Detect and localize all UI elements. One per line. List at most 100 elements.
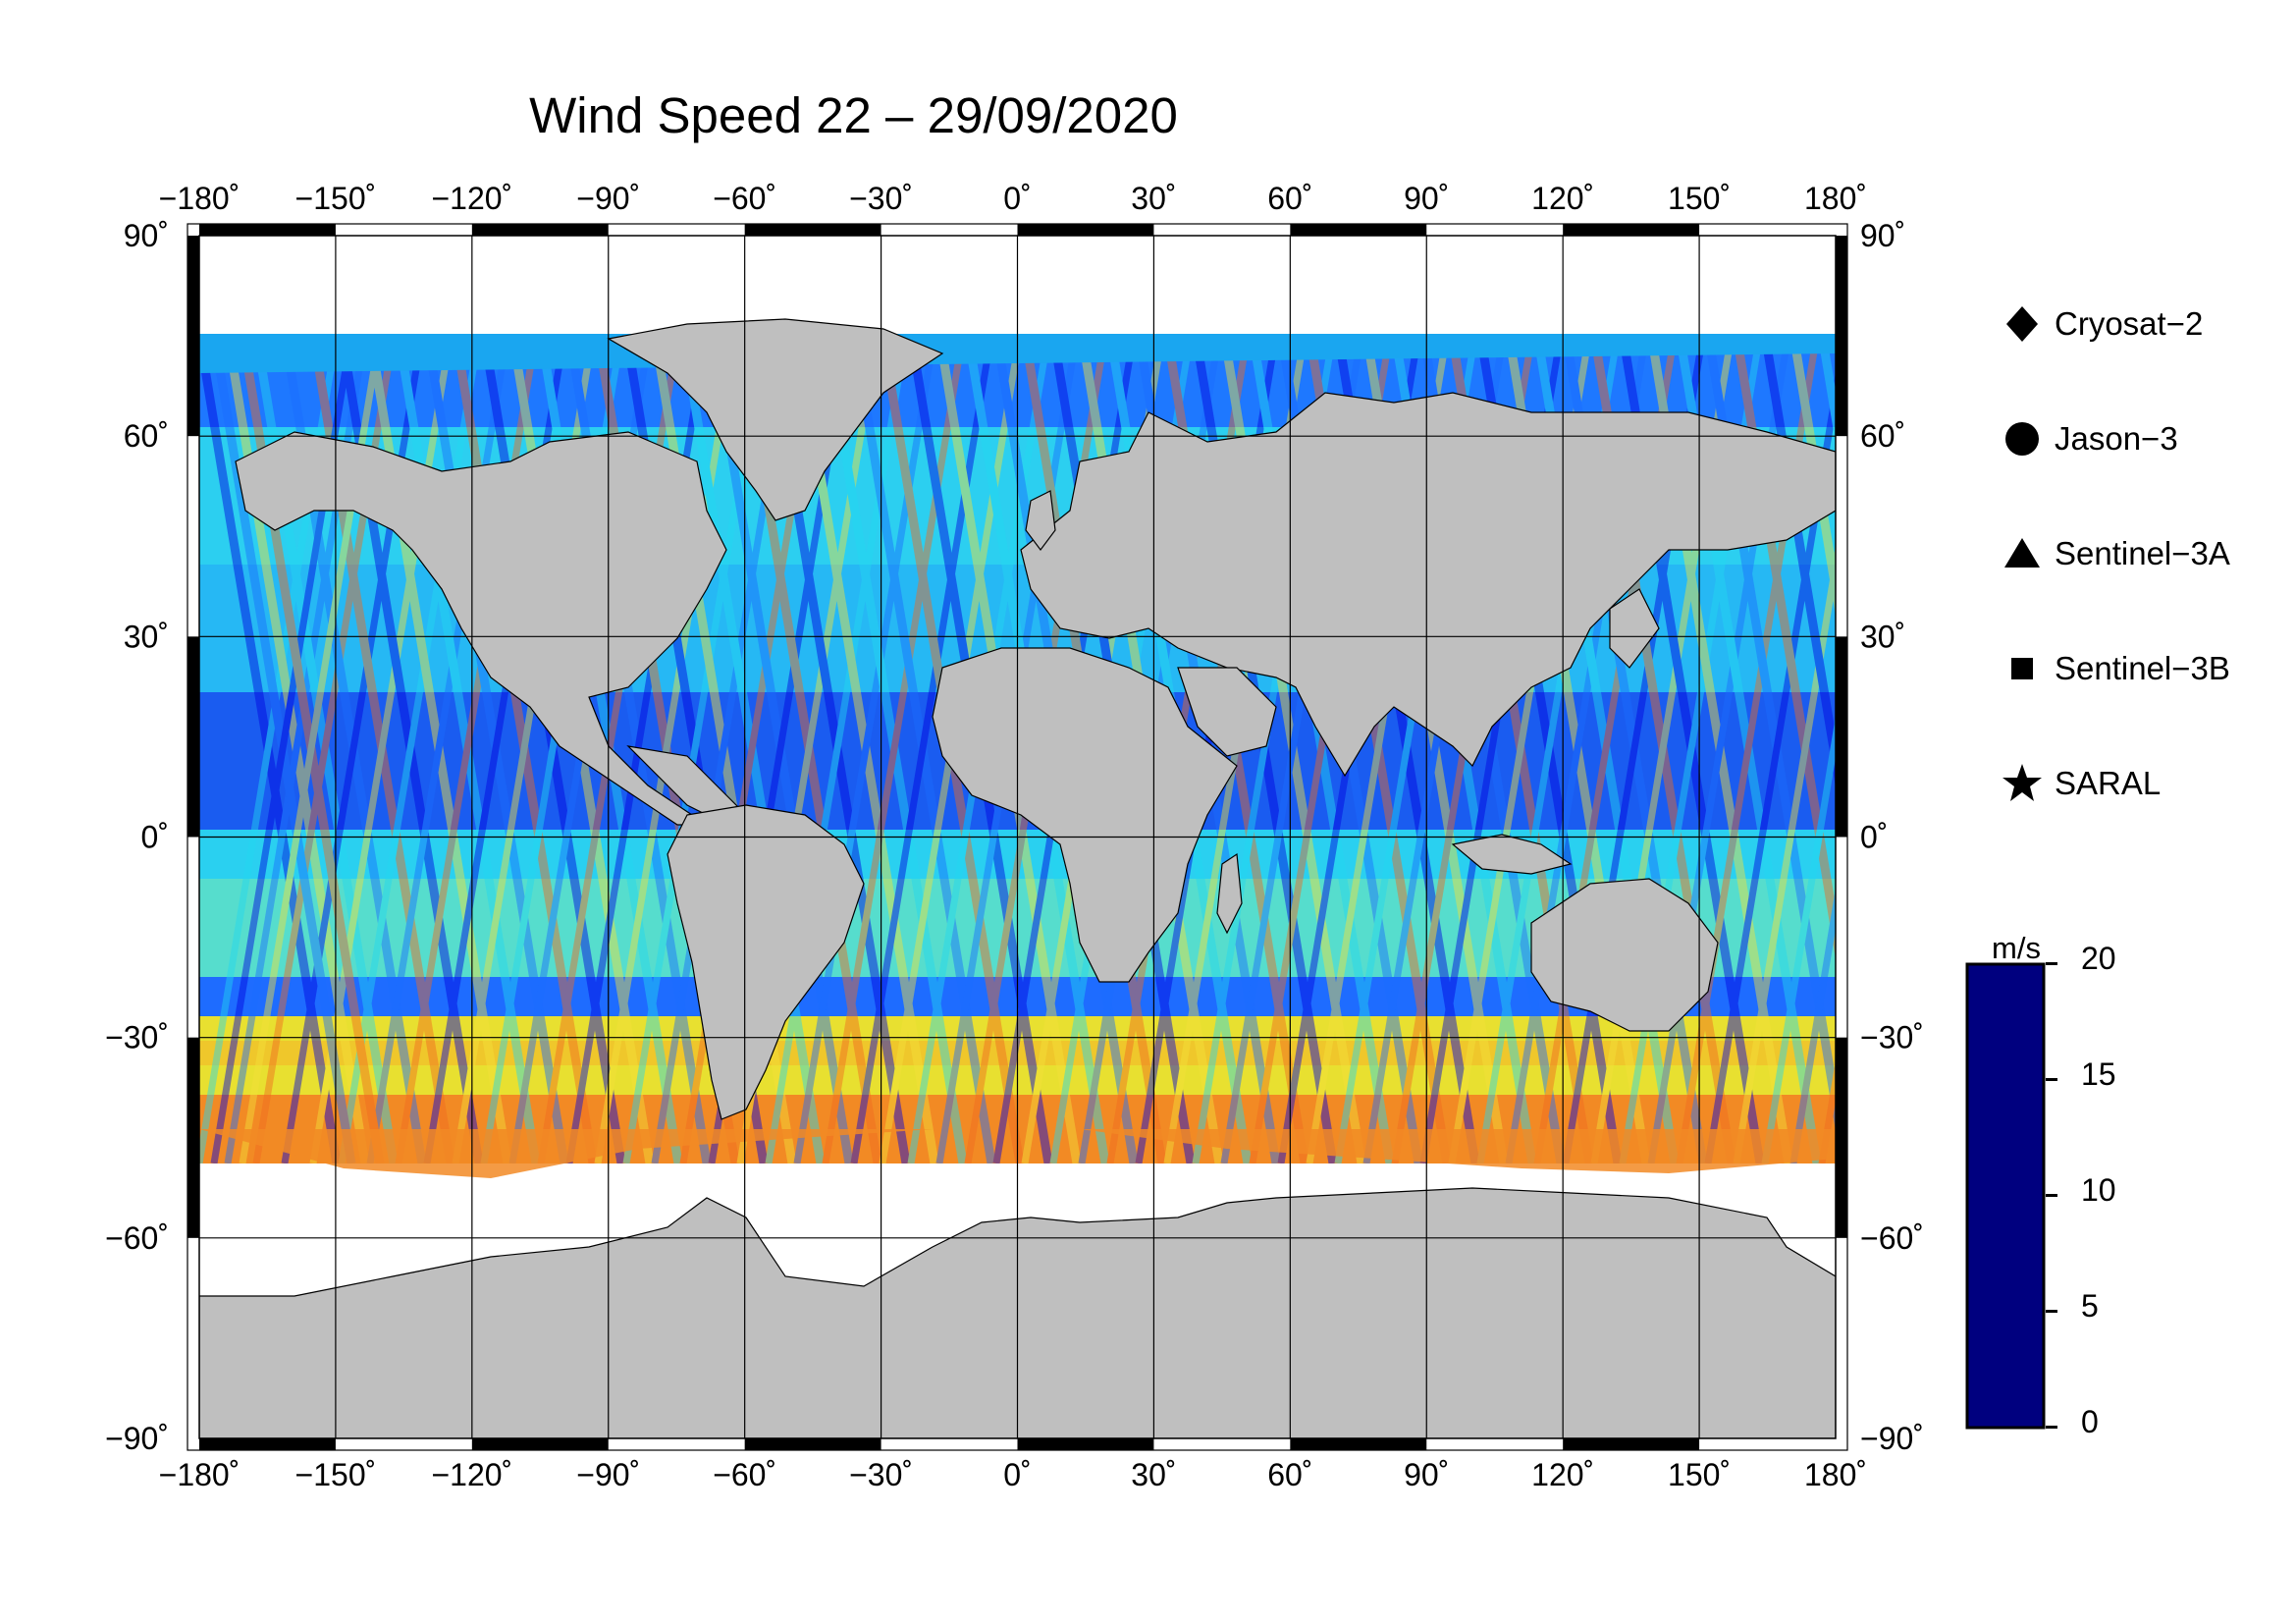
lat-tick-label-left: 60˚ — [124, 418, 169, 454]
lon-tick-label-bottom: 90˚ — [1404, 1457, 1449, 1492]
ground-track — [765, 333, 910, 1164]
lat-tick-label-right: 30˚ — [1860, 619, 1905, 654]
ground-track — [849, 333, 996, 1164]
lat-tick-label-right: −30˚ — [1860, 1020, 1924, 1055]
colorbar-tick-mark — [2046, 1078, 2057, 1081]
lat-tick-label-left: 90˚ — [124, 218, 169, 253]
lat-tick-label-left: −60˚ — [105, 1220, 169, 1256]
southeast-asia-islands — [1451, 834, 1573, 875]
map-title: Wind Speed 22 – 29/09/2020 — [0, 86, 2296, 144]
colorbar-tick-label: 15 — [2081, 1056, 2116, 1092]
lon-tick-label-bottom: 150˚ — [1668, 1457, 1731, 1492]
ground-track — [1761, 716, 1836, 1164]
lat-tick-label-right: 60˚ — [1860, 418, 1905, 454]
lat-tick-label-left: 30˚ — [124, 619, 169, 654]
graticule — [199, 236, 1836, 1438]
frame-block-bottom — [744, 1438, 881, 1450]
ground-track — [822, 333, 967, 1164]
lat-tick-label-right: −90˚ — [1860, 1421, 1924, 1456]
lon-tick-label-bottom: 180˚ — [1804, 1457, 1867, 1492]
frame-block-bottom — [1290, 1438, 1427, 1450]
colorbar-ramp — [1965, 962, 2046, 1430]
frame-block-left — [187, 636, 199, 838]
tick-labels: −180˚ −180˚ −150˚ −150˚ −120˚ −120˚ −90˚ −90˚ −6… — [105, 181, 1924, 1492]
colorbar-tick-mark — [2046, 962, 2057, 965]
ground-track — [850, 333, 995, 1164]
greenland-land — [607, 318, 944, 521]
frame-block-top — [1563, 224, 1700, 236]
lon-tick-label-top: −90˚ — [576, 181, 640, 216]
square-icon — [2011, 658, 2033, 679]
lon-tick-label-top: 0˚ — [1003, 181, 1031, 216]
ground-track — [209, 333, 356, 1164]
lat-tick-label-right: −60˚ — [1860, 1220, 1924, 1256]
frame-block-top — [199, 224, 336, 236]
lon-tick-label-top: 150˚ — [1668, 181, 1731, 216]
circle-icon — [2005, 422, 2039, 456]
frame-blocks — [187, 223, 1848, 1451]
star-icon — [2002, 764, 2042, 801]
lon-tick-label-top: 60˚ — [1267, 181, 1312, 216]
lon-tick-label-top: −120˚ — [431, 181, 512, 216]
frame-block-bottom — [471, 1438, 609, 1450]
lat-tick-label-left: 0˚ — [141, 820, 169, 855]
lon-tick-label-top: 120˚ — [1531, 181, 1594, 216]
outer-frame — [187, 223, 1848, 1451]
lat-tick-label-right: 90˚ — [1860, 218, 1905, 253]
lon-tick-label-bottom: −180˚ — [159, 1457, 240, 1492]
japan-land — [1609, 588, 1660, 669]
colorbar-tick-label: 10 — [2081, 1172, 2116, 1208]
ground-track — [199, 333, 342, 1164]
frame-block-right — [1836, 236, 1847, 437]
frame-block-bottom — [1017, 1438, 1154, 1450]
north-america-land — [235, 431, 727, 826]
frame-block-top — [1290, 224, 1427, 236]
lon-tick-label-bottom: −60˚ — [713, 1457, 776, 1492]
colorbar-tick-label: 5 — [2081, 1288, 2099, 1324]
lon-tick-label-bottom: 30˚ — [1131, 1457, 1176, 1492]
legend-label: Jason−3 — [2055, 420, 2178, 457]
diamond-icon — [2006, 306, 2038, 342]
madagascar-land — [1216, 852, 1243, 935]
colorbar-unit: m/s — [1992, 931, 2041, 965]
lat-tick-label-left: −30˚ — [105, 1020, 169, 1055]
lon-tick-label-bottom: −150˚ — [295, 1457, 377, 1492]
lon-tick-label-top: −150˚ — [295, 181, 377, 216]
ground-track — [1733, 543, 1836, 1164]
colorbar-tick-label: 0 — [2081, 1404, 2099, 1439]
lon-tick-label-bottom: −90˚ — [576, 1457, 640, 1492]
lon-tick-label-bottom: 120˚ — [1531, 1457, 1594, 1492]
lon-tick-label-top: 30˚ — [1131, 181, 1176, 216]
uk-land — [1025, 490, 1056, 551]
africa-land — [932, 647, 1238, 983]
lon-tick-label-top: 180˚ — [1804, 181, 1867, 216]
south-america-land — [667, 804, 865, 1120]
frame-block-left — [187, 236, 199, 437]
ground-track — [793, 333, 938, 1164]
arabia-land — [1177, 667, 1277, 757]
ground-track — [821, 333, 968, 1164]
lon-tick-label-top: −60˚ — [713, 181, 776, 216]
frame-block-left — [187, 1037, 199, 1238]
lon-tick-label-top: −30˚ — [849, 181, 913, 216]
colorbar-tick-label: 20 — [2081, 941, 2116, 976]
frame-block-right — [1836, 636, 1847, 838]
lat-tick-label-right: 0˚ — [1860, 820, 1888, 855]
frame-block-right — [1836, 1037, 1847, 1238]
colorbar-tick-mark — [2046, 1426, 2057, 1429]
lon-tick-label-bottom: −120˚ — [431, 1457, 512, 1492]
legend-label: Sentinel−3A — [2055, 535, 2230, 571]
lon-tick-label-top: 90˚ — [1404, 181, 1449, 216]
ground-track — [594, 333, 739, 1164]
colorbar-tick-mark — [2046, 1194, 2057, 1197]
lon-tick-label-bottom: 60˚ — [1267, 1457, 1312, 1492]
ground-track — [678, 333, 826, 1164]
legend-label: Cryosat−2 — [2055, 305, 2204, 342]
frame-block-bottom — [199, 1438, 336, 1450]
triangle-icon — [2004, 538, 2040, 568]
ground-track — [1789, 888, 1836, 1164]
lat-tick-label-left: −90˚ — [105, 1421, 169, 1456]
map-title-text: Wind Speed 22 – 29/09/2020 — [529, 87, 1178, 143]
ground-track — [622, 333, 768, 1164]
